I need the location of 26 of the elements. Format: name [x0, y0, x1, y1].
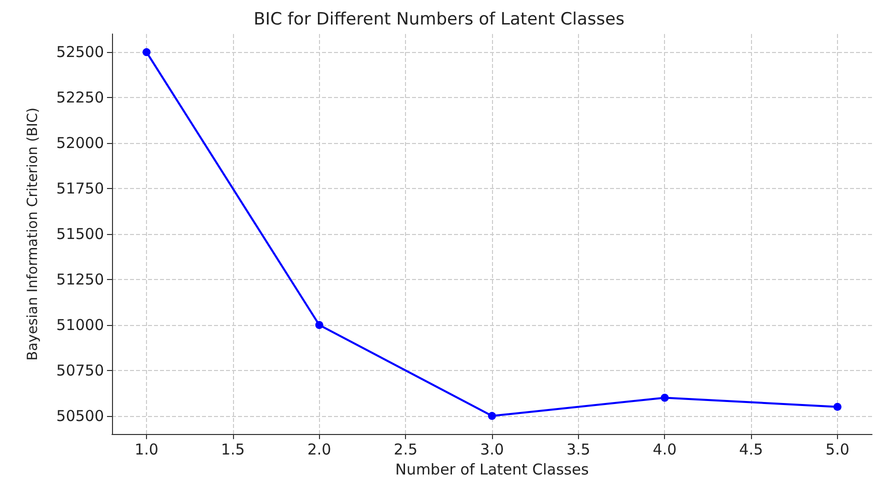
y-tick-label: 52250 — [56, 88, 104, 107]
y-tick-label: 51500 — [56, 225, 104, 244]
point — [142, 48, 151, 56]
x-tick-label: 4.0 — [652, 440, 677, 459]
point — [833, 402, 842, 411]
x-tick-label: 1.5 — [220, 440, 245, 459]
x-tick-label: 2.5 — [394, 440, 418, 459]
y-tick-label: 51250 — [56, 270, 104, 289]
point — [488, 412, 496, 420]
point — [315, 320, 324, 329]
y-tick-label: 52000 — [56, 134, 104, 152]
x-tick-label: 2.0 — [307, 440, 332, 459]
chart-title: BIC for Different Numbers of Latent Classes — [254, 10, 625, 30]
y-tick-label: 50500 — [56, 406, 104, 425]
x-tick-label: 3.0 — [480, 440, 504, 459]
x-tick-label: 4.5 — [739, 440, 764, 459]
y-axis-title: Bayesian Information Criterion (BIC) — [25, 107, 41, 361]
y-tick-label: 51750 — [56, 180, 104, 198]
y-tick-label: 52500 — [56, 43, 104, 62]
x-axis-title: Number of Latent Classes — [395, 460, 589, 478]
x-tick-label: 3.5 — [566, 440, 590, 459]
x-tick-label: 5.0 — [826, 440, 850, 459]
y-tick-label: 50750 — [56, 361, 104, 380]
x-tick-label: 1.0 — [134, 440, 158, 459]
y-tick-label: 51000 — [56, 316, 104, 334]
point — [660, 394, 669, 402]
